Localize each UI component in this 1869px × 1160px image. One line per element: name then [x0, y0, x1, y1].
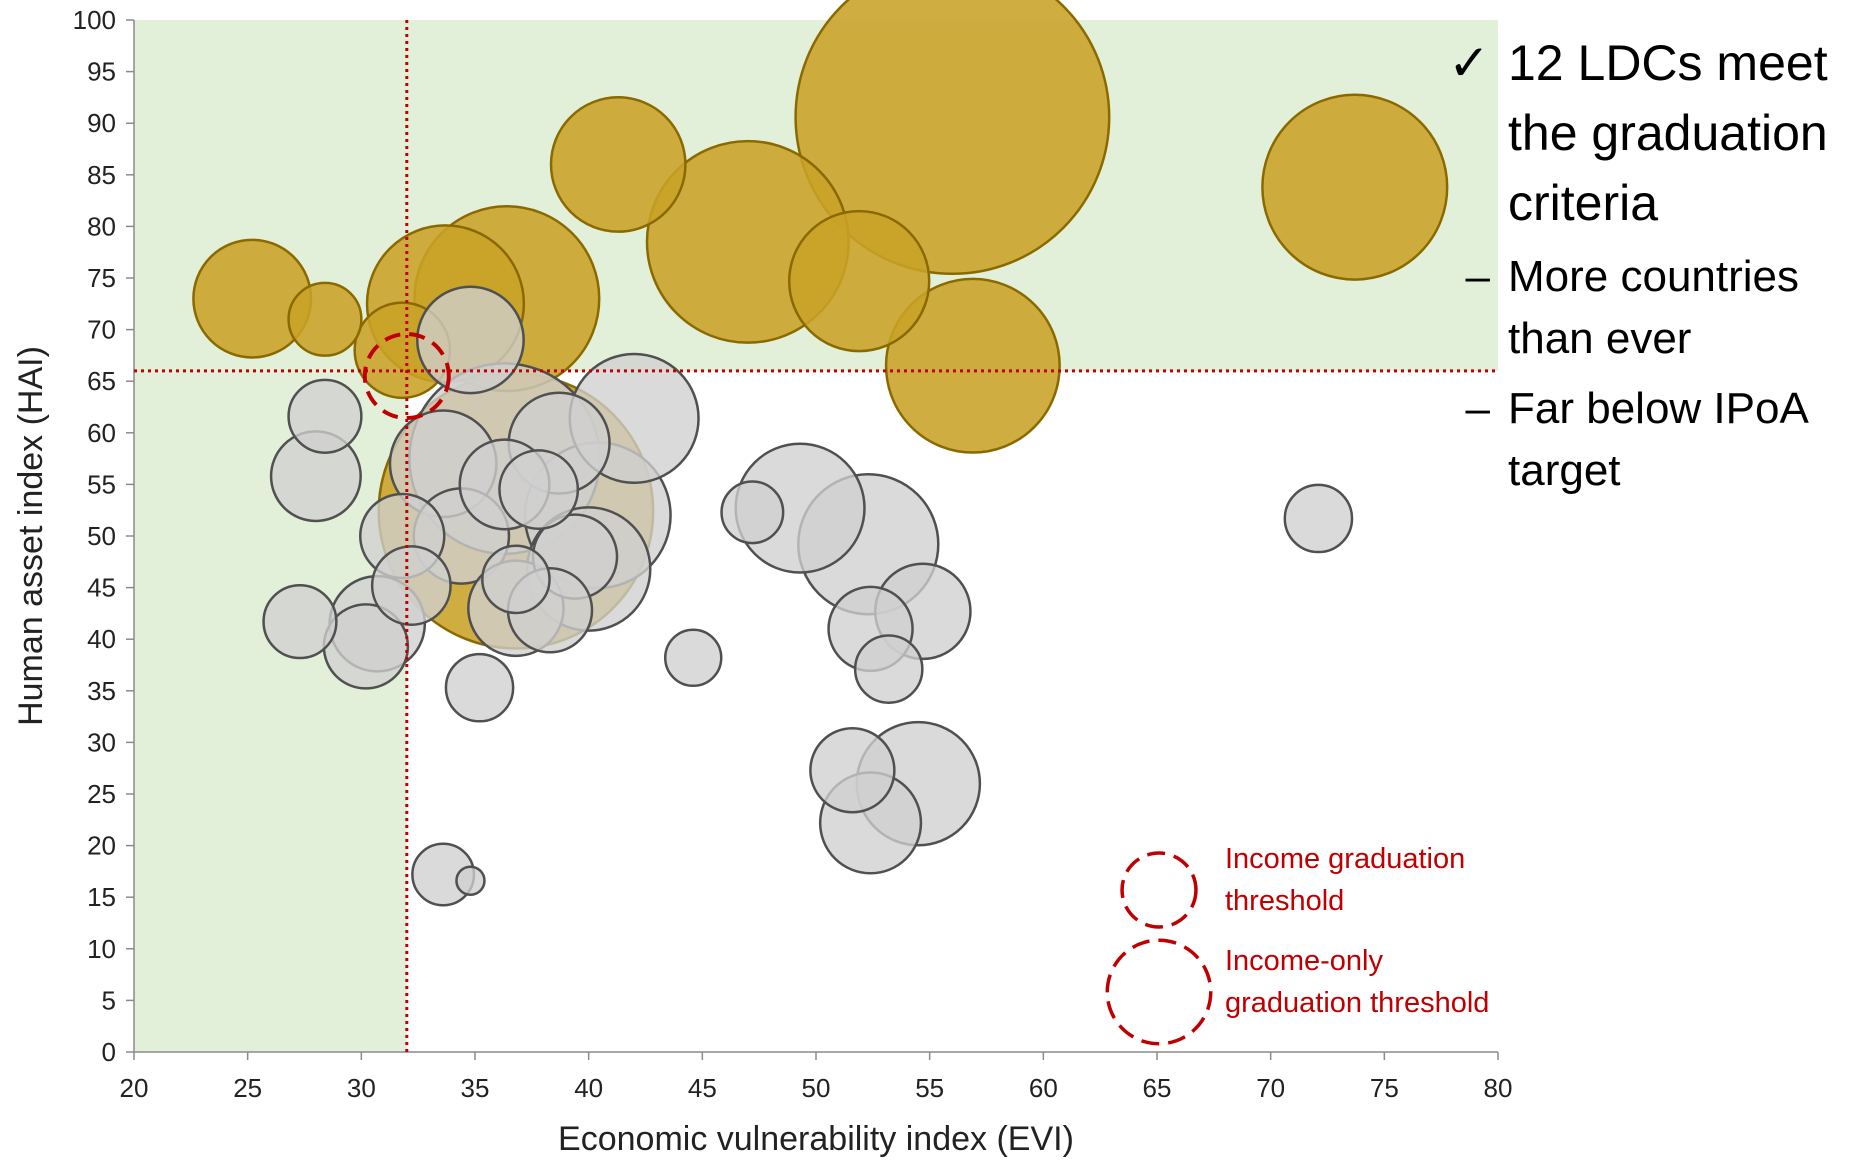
- y-tick-label: 30: [87, 727, 116, 757]
- x-tick-label: 80: [1484, 1073, 1513, 1103]
- bubble-other: [481, 544, 551, 615]
- y-tick-label: 20: [87, 831, 116, 861]
- sub-note-line: More countries: [1508, 252, 1800, 301]
- bubble-other: [444, 652, 515, 723]
- bubble-other: [416, 285, 525, 395]
- bubble-other: [498, 449, 580, 531]
- bubble-other: [853, 634, 924, 704]
- sub-note-line: than ever: [1508, 314, 1692, 363]
- income-threshold-circle: [362, 332, 451, 421]
- x-tick-label: 25: [233, 1073, 262, 1103]
- x-tick-label: 75: [1370, 1073, 1399, 1103]
- axes: 0 5 10 15 20 25 30 35 40 45 50 55 60 65 70 75 80 85 90 95 10…: [73, 5, 1513, 1103]
- main-note-text: 12 LDCs meet the graduation criteria: [1508, 28, 1828, 238]
- legend-label: threshold: [1225, 885, 1344, 917]
- y-tick-label: 5: [102, 985, 116, 1015]
- sub-note-line: Far below IPoA: [1508, 384, 1809, 433]
- bubble-other: [720, 480, 785, 545]
- bubble-other: [663, 628, 723, 688]
- y-tick-label: 95: [87, 57, 116, 87]
- bubble-other: [287, 378, 363, 454]
- legend-dashed-circle-icon: [1120, 851, 1198, 929]
- dash-icon: –: [1465, 252, 1490, 301]
- bubble-other: [455, 865, 486, 896]
- x-tick-label: 70: [1256, 1073, 1285, 1103]
- y-tick-label: 65: [87, 366, 116, 396]
- y-tick-label: 75: [87, 263, 116, 293]
- bubble-other: [370, 545, 452, 626]
- x-tick-label: 45: [688, 1073, 717, 1103]
- sub-note: – More countries than ever: [1430, 246, 1860, 370]
- y-tick-label: 35: [87, 676, 116, 706]
- y-tick-label: 40: [87, 624, 116, 654]
- main-note-line: the graduation: [1508, 105, 1828, 161]
- sub-note-text: Far below IPoA target: [1508, 378, 1809, 502]
- x-tick-label: 20: [120, 1073, 149, 1103]
- sub-note: – Far below IPoA target: [1430, 378, 1860, 502]
- notes-panel: ✓ 12 LDCs meet the graduation criteria –…: [1430, 28, 1860, 502]
- y-tick-label: 0: [102, 1037, 116, 1067]
- x-tick-label: 30: [347, 1073, 376, 1103]
- bubble-other: [809, 727, 896, 814]
- bubble-meets-criteria: [1261, 93, 1449, 281]
- x-tick-label: 35: [461, 1073, 490, 1103]
- y-tick-label: 60: [87, 418, 116, 448]
- y-tick-label: 80: [87, 211, 116, 241]
- bubble-meets-criteria: [287, 281, 363, 357]
- bubble-meets-criteria: [794, 0, 1111, 276]
- legend-dashed-circle-icon: [1105, 938, 1213, 1046]
- threshold-lines: [134, 20, 1498, 1052]
- y-tick-label: 100: [73, 5, 116, 35]
- bubble-meets-criteria: [192, 238, 313, 359]
- y-tick-label: 50: [87, 521, 116, 551]
- main-note: ✓ 12 LDCs meet the graduation criteria: [1430, 28, 1860, 238]
- check-icon: ✓: [1448, 35, 1490, 91]
- sub-note-line: target: [1508, 446, 1621, 495]
- sub-note-text: More countries than ever: [1508, 246, 1799, 370]
- x-tick-label: 55: [915, 1073, 944, 1103]
- bubble-other: [262, 584, 338, 660]
- bubble-meets-criteria: [787, 209, 931, 353]
- main-note-line: 12 LDCs meet: [1508, 35, 1828, 91]
- main-note-line: criteria: [1508, 175, 1659, 231]
- legend-label: graduation threshold: [1225, 987, 1489, 1019]
- bubbles: [192, 0, 1449, 907]
- y-axis-title: Human asset index (HAI): [12, 346, 50, 726]
- y-tick-label: 25: [87, 779, 116, 809]
- y-tick-label: 90: [87, 108, 116, 138]
- legend-label: Income graduation: [1225, 843, 1465, 875]
- bubble-other: [1283, 483, 1354, 554]
- y-tick-label: 15: [87, 882, 116, 912]
- legend: Income graduation threshold Income-only gra…: [1105, 843, 1489, 1046]
- y-tick-label: 55: [87, 469, 116, 499]
- x-tick-label: 40: [574, 1073, 603, 1103]
- y-tick-label: 45: [87, 573, 116, 603]
- dash-icon: –: [1465, 384, 1490, 433]
- x-tick-label: 65: [1143, 1073, 1172, 1103]
- x-tick-label: 60: [1029, 1073, 1058, 1103]
- bubble-meets-criteria: [884, 277, 1061, 454]
- y-tick-label: 85: [87, 160, 116, 190]
- x-axis-title: Economic vulnerability index (EVI): [558, 1120, 1074, 1158]
- y-tick-label: 10: [87, 934, 116, 964]
- x-tick-label: 50: [802, 1073, 831, 1103]
- y-tick-label: 70: [87, 315, 116, 345]
- bubble-meets-criteria: [549, 96, 687, 233]
- legend-label: Income-only: [1225, 945, 1383, 977]
